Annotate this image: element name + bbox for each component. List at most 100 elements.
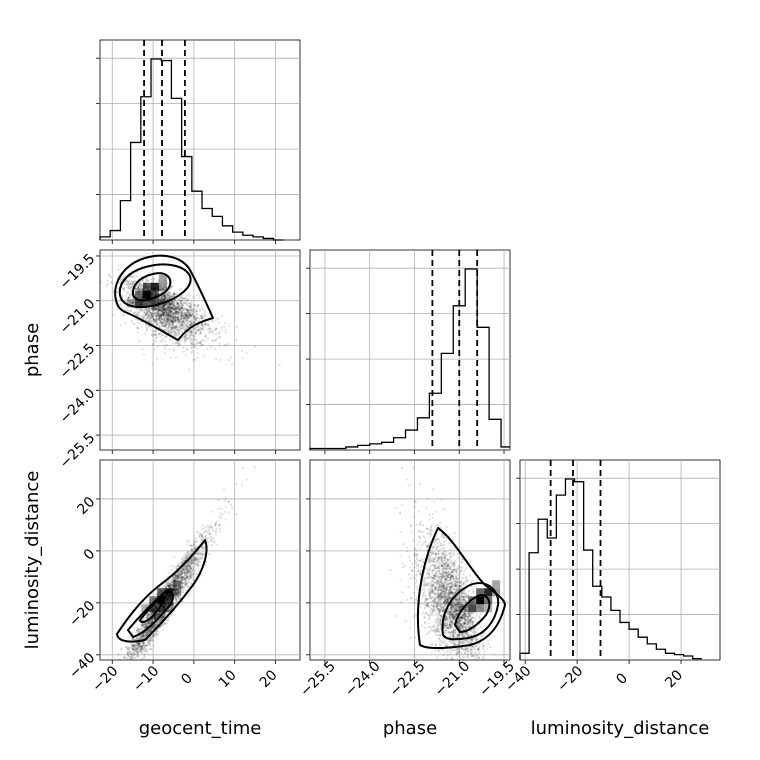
- scatter-point: [214, 533, 217, 536]
- scatter-point: [193, 316, 196, 319]
- scatter-point: [186, 315, 189, 318]
- scatter-point: [164, 307, 167, 310]
- scatter-point: [162, 324, 166, 327]
- scatter-point: [192, 296, 195, 299]
- scatter-point: [151, 307, 154, 311]
- scatter-point: [195, 317, 198, 320]
- scatter-point: [181, 328, 184, 331]
- scatter-point: [165, 313, 169, 316]
- scatter-point: [179, 301, 182, 304]
- scatter-point: [188, 313, 191, 316]
- scatter-point: [168, 315, 171, 318]
- scatter-point: [210, 319, 213, 323]
- scatter-point: [198, 341, 202, 344]
- scatter-point: [202, 547, 205, 550]
- scatter-point: [157, 298, 160, 301]
- scatter-point: [200, 327, 203, 331]
- scatter-point: [177, 323, 180, 326]
- scatter-point: [170, 564, 173, 567]
- scatter-point: [207, 553, 211, 556]
- scatter-point: [179, 310, 182, 313]
- scatter-point: [161, 289, 165, 292]
- scatter-point: [196, 304, 199, 307]
- scatter-point: [186, 309, 190, 312]
- scatter-point: [152, 342, 155, 346]
- scatter-point: [130, 286, 133, 289]
- scatter-point: [172, 302, 175, 305]
- scatter-point: [157, 306, 160, 309]
- scatter-point: [211, 529, 214, 533]
- scatter-point: [165, 304, 169, 307]
- scatter-point: [154, 305, 157, 308]
- scatter-point: [211, 340, 214, 343]
- scatter-point: [191, 576, 194, 579]
- scatter-point: [197, 324, 200, 327]
- scatter-point: [179, 318, 182, 321]
- scatter-point: [167, 330, 170, 334]
- scatter-point: [168, 310, 171, 314]
- scatter-point: [227, 342, 230, 346]
- scatter-point: [149, 321, 152, 324]
- scatter-point: [158, 308, 161, 312]
- scatter-point: [190, 314, 194, 317]
- scatter-point: [194, 326, 197, 329]
- scatter-point: [204, 537, 207, 540]
- scatter-point: [198, 329, 201, 332]
- scatter-point: [190, 302, 193, 305]
- scatter-point: [123, 288, 126, 291]
- scatter-point: [169, 339, 172, 342]
- scatter-point: [223, 325, 226, 329]
- scatter-point: [161, 295, 164, 298]
- scatter-point: [180, 314, 184, 317]
- scatter-point: [162, 315, 166, 318]
- scatter-point: [181, 308, 185, 311]
- scatter-point: [166, 311, 169, 314]
- scatter-point: [153, 339, 156, 342]
- scatter-point: [178, 308, 181, 311]
- scatter-point: [182, 316, 185, 319]
- scatter-point: [175, 299, 178, 302]
- scatter-point: [171, 307, 174, 310]
- scatter-point: [163, 306, 166, 310]
- scatter-point: [185, 308, 188, 311]
- scatter-point: [163, 303, 166, 306]
- scatter-point: [166, 308, 169, 311]
- scatter-point: [156, 301, 159, 304]
- scatter-point: [174, 324, 178, 328]
- scatter-point: [169, 318, 172, 321]
- scatter-point: [176, 329, 179, 332]
- scatter-point: [165, 309, 168, 312]
- scatter-point: [161, 290, 164, 293]
- scatter-point: [167, 305, 171, 308]
- scatter-point: [164, 294, 167, 297]
- scatter-point: [163, 295, 166, 298]
- scatter-point: [161, 305, 164, 308]
- scatter-point: [149, 612, 152, 615]
- scatter-point: [189, 306, 192, 309]
- scatter-point: [166, 297, 169, 300]
- scatter-point: [152, 330, 155, 333]
- scatter-point: [153, 333, 156, 336]
- scatter-point: [186, 302, 189, 305]
- scatter-point: [138, 281, 141, 284]
- scatter-point: [169, 307, 172, 310]
- scatter-point: [172, 329, 175, 332]
- scatter-point: [159, 316, 163, 319]
- scatter-point: [138, 287, 141, 290]
- scatter-point: [157, 318, 160, 321]
- scatter-point: [190, 314, 193, 317]
- scatter-point: [182, 307, 185, 310]
- scatter-point: [159, 319, 162, 322]
- scatter-point: [164, 323, 167, 326]
- scatter-point: [200, 323, 203, 326]
- scatter-point: [165, 295, 168, 298]
- scatter-point: [153, 307, 156, 310]
- scatter-point: [195, 328, 198, 331]
- scatter-point: [198, 332, 201, 335]
- scatter-point: [201, 326, 204, 329]
- scatter-point: [150, 302, 153, 306]
- scatter-point: [158, 324, 161, 327]
- scatter-point: [147, 316, 150, 320]
- scatter-point: [180, 296, 183, 299]
- scatter-point: [166, 314, 169, 317]
